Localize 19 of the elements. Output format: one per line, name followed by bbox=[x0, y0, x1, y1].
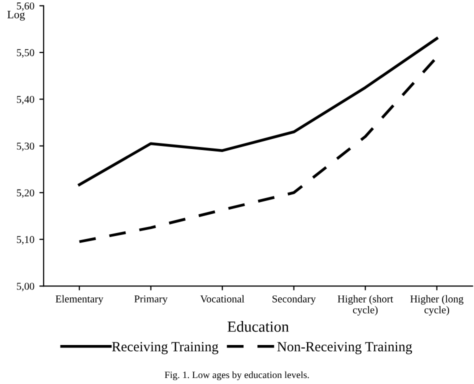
x-tick-label: Secondary bbox=[272, 295, 316, 305]
legend-label: Receiving Training bbox=[112, 342, 218, 354]
x-tick-label: Higher (long cycle) bbox=[410, 295, 464, 316]
x-axis-title: Education bbox=[228, 321, 289, 332]
y-tick-label: 5,30 bbox=[16, 142, 34, 152]
y-axis-title: Log bbox=[7, 10, 25, 21]
x-tick-label: Primary bbox=[134, 295, 168, 305]
y-tick-label: 5,10 bbox=[16, 236, 34, 245]
caption: Fig. 1. Low ages by education levels. bbox=[164, 371, 309, 380]
y-tick-label: 5,20 bbox=[16, 189, 34, 198]
legend-label: Non-Receiving Training bbox=[277, 342, 412, 354]
y-tick-label: 5,60 bbox=[16, 2, 34, 11]
y-tick-label: 5,00 bbox=[16, 282, 34, 292]
x-tick-label: Elementary bbox=[56, 295, 104, 305]
x-tick-label: Vocational bbox=[200, 295, 244, 302]
y-tick-label: 5,40 bbox=[16, 96, 34, 104]
x-tick-label: Higher (short cycle) bbox=[338, 295, 394, 316]
line-series bbox=[78, 37, 438, 186]
y-tick-label: 5,50 bbox=[16, 49, 34, 58]
